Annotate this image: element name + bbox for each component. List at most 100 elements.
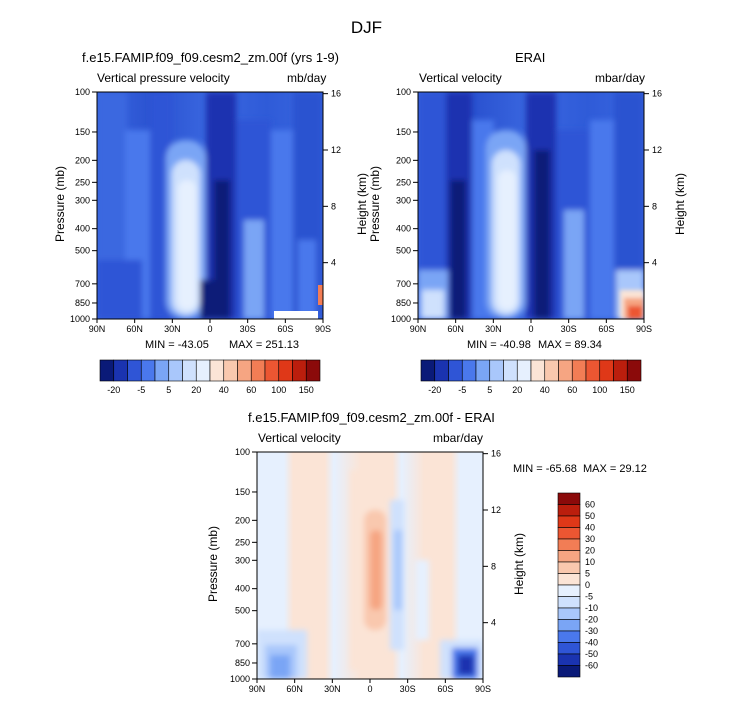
- colorbar3-swatch: [557, 550, 581, 563]
- panel3-min-label: MIN = -65.68: [513, 463, 577, 475]
- colorbar1-label: 60: [246, 385, 256, 395]
- colorbar3-label: 20: [585, 546, 595, 556]
- pressure-tick-label: 200: [235, 515, 250, 525]
- latitude-tick-label: 0: [528, 324, 533, 334]
- pressure-tick-label: 700: [396, 279, 411, 289]
- panel3-variable-label: Vertical velocity: [258, 431, 341, 445]
- colorbar2-swatch: [585, 359, 601, 382]
- latitude-tick-label: 60S: [598, 324, 614, 334]
- colorbar2-swatch: [475, 359, 491, 382]
- colorbar3-swatch: [557, 538, 581, 551]
- latitude-tick-label: 90N: [249, 684, 266, 694]
- latitude-tick-label: 60S: [437, 684, 453, 694]
- colorbar2-swatch: [461, 359, 477, 382]
- colorbar1-swatch: [305, 359, 321, 382]
- colorbar3-swatch: [557, 642, 581, 655]
- colorbar3-swatch: [557, 527, 581, 540]
- pressure-tick-label: 200: [396, 155, 411, 165]
- colorbar3-label: 40: [585, 523, 595, 533]
- colorbar2-label: 20: [512, 385, 522, 395]
- colorbar2-label: 40: [540, 385, 550, 395]
- panel2-units-label: mbar/day: [595, 71, 646, 85]
- colorbar1-swatch: [140, 359, 156, 382]
- colorbar2-swatch: [599, 359, 614, 382]
- colorbar1-swatch: [154, 359, 170, 382]
- pressure-tick-label: 850: [235, 658, 250, 668]
- latitude-tick-label: 60N: [126, 324, 143, 334]
- panel1-variable-label: Vertical pressure velocity: [97, 71, 230, 85]
- colorbar1-swatch: [99, 359, 115, 382]
- height-tick-label: 8: [652, 201, 657, 211]
- panel1-units-label: mb/day: [287, 71, 327, 85]
- colorbar3-label: 5: [585, 569, 590, 579]
- latitude-tick-label: 30S: [400, 684, 416, 694]
- colorbar1-swatch: [195, 359, 211, 382]
- colorbar3-label: -40: [585, 638, 598, 648]
- colorbar3-label: 0: [585, 580, 590, 590]
- latitude-tick-label: 0: [207, 324, 212, 334]
- colorbar3-label: 30: [585, 534, 595, 544]
- pressure-tick-label: 300: [235, 555, 250, 565]
- colorbar1-swatch: [250, 359, 266, 382]
- pressure-tick-label: 100: [396, 87, 411, 97]
- pressure-tick-label: 250: [235, 537, 250, 547]
- colorbar2-swatch: [530, 359, 546, 382]
- colorbar1-swatch: [168, 359, 183, 382]
- panel1-max-label: MAX = 251.13: [229, 339, 300, 351]
- height-tick-label: 8: [491, 561, 496, 571]
- colorbar3-swatch: [557, 653, 581, 666]
- pressure-tick-label: 400: [75, 224, 90, 234]
- pressure-tick-label: 1000: [230, 674, 250, 684]
- colorbar2-swatch: [448, 359, 463, 382]
- colorbar3-label: -10: [585, 603, 598, 613]
- height-tick-label: 4: [491, 618, 496, 628]
- pressure-tick-label: 150: [235, 487, 250, 497]
- pressure-tick-label: 500: [235, 606, 250, 616]
- colorbar2-label: 60: [567, 385, 577, 395]
- colorbar2-label: 100: [592, 385, 607, 395]
- colorbar1-label: 100: [271, 385, 286, 395]
- latitude-tick-label: 90S: [315, 324, 331, 334]
- colorbar3-swatch: [557, 573, 581, 586]
- panel1-min-label: MIN = -43.05: [145, 339, 209, 351]
- colorbar1-swatch: [292, 359, 307, 382]
- colorbar1-swatch: [182, 359, 197, 382]
- colorbar1-swatch: [113, 359, 128, 382]
- height-tick-label: 8: [331, 201, 336, 211]
- latitude-tick-label: 90N: [89, 324, 106, 334]
- panel3-max-label: MAX = 29.12: [583, 463, 647, 475]
- colorbar1-label: 20: [191, 385, 201, 395]
- colorbar2-label: -20: [428, 385, 441, 395]
- colorbar3-swatch: [557, 619, 581, 632]
- pressure-tick-label: 300: [396, 195, 411, 205]
- latitude-tick-label: 30S: [240, 324, 256, 334]
- latitude-tick-label: 90S: [475, 684, 491, 694]
- colorbar2-swatch: [558, 359, 573, 382]
- pressure-tick-label: 700: [75, 279, 90, 289]
- colorbar2-swatch: [613, 359, 628, 382]
- pressure-tick-label: 400: [235, 584, 250, 594]
- pressure-tick-label: 850: [75, 298, 90, 308]
- latitude-tick-label: 30N: [324, 684, 341, 694]
- colorbar2-swatch: [544, 359, 559, 382]
- pressure-tick-label: 1000: [391, 314, 411, 324]
- colorbar2-swatch: [434, 359, 449, 382]
- pressure-tick-label: 500: [75, 246, 90, 256]
- colorbar3-label: -60: [585, 661, 598, 671]
- colorbar1-swatch: [209, 359, 225, 382]
- colorbar1-label: 5: [166, 385, 171, 395]
- colorbar3-label: -20: [585, 615, 598, 625]
- height-tick-label: 16: [331, 89, 341, 99]
- colorbar3-swatch: [557, 596, 581, 609]
- pressure-tick-label: 500: [396, 246, 411, 256]
- colorbar3-label: 60: [585, 500, 595, 510]
- height-tick-label: 12: [331, 145, 341, 155]
- latitude-tick-label: 0: [367, 684, 372, 694]
- pressure-tick-label: 700: [235, 639, 250, 649]
- colorbar3-swatch: [557, 504, 581, 517]
- panel1-field: [97, 92, 323, 319]
- pressure-tick-label: 100: [235, 447, 250, 457]
- colorbar3-swatch: [557, 607, 581, 620]
- pressure-tick-label: 400: [396, 224, 411, 234]
- colorbar3-label: -30: [585, 626, 598, 636]
